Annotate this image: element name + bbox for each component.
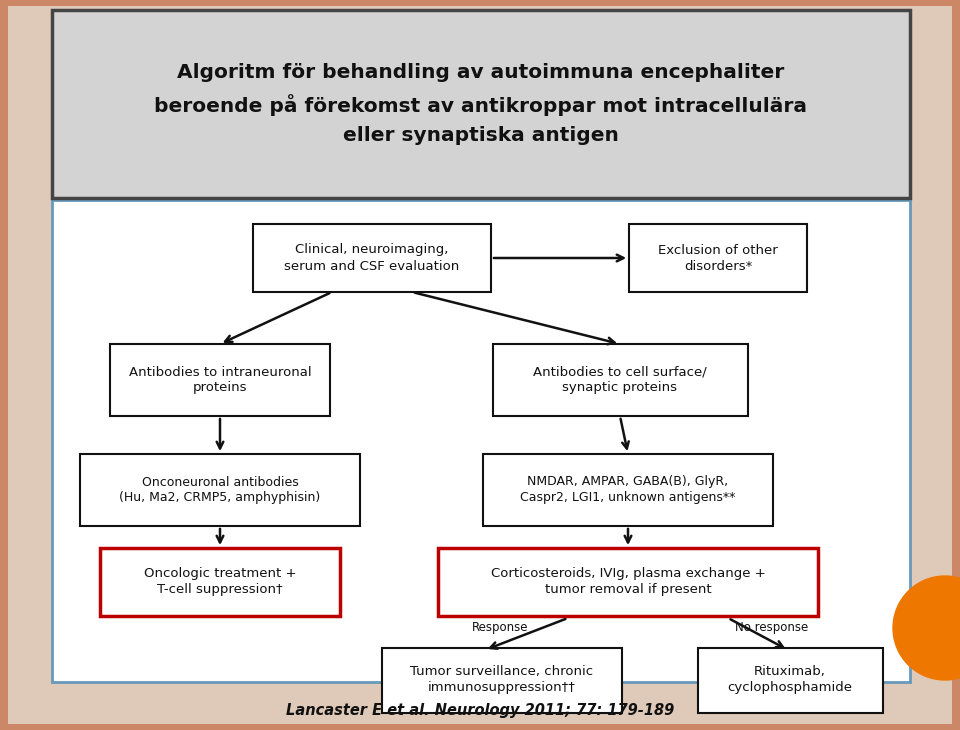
Bar [52,200,910,682]
Text: Lancaster E et al. Neurology 2011; 77: 179-189: Lancaster E et al. Neurology 2011; 77: 1… [286,702,674,718]
Bar [100,548,340,616]
Bar [80,454,360,526]
Text: Exclusion of other
disorders*: Exclusion of other disorders* [659,244,778,272]
Text: Clinical, neuroimaging,
serum and CSF evaluation: Clinical, neuroimaging, serum and CSF ev… [284,244,460,272]
Text: Antibodies to cell surface/
synaptic proteins: Antibodies to cell surface/ synaptic pro… [533,366,707,394]
Bar [629,224,807,292]
Bar [382,648,622,712]
Bar [0,724,960,730]
Text: Antibodies to intraneuronal
proteins: Antibodies to intraneuronal proteins [129,366,311,394]
Text: Corticosteroids, IVIg, plasma exchange +
tumor removal if present: Corticosteroids, IVIg, plasma exchange +… [491,567,765,596]
Text: Algoritm för behandling av autoimmuna encephaliter
beroende på förekomst av anti: Algoritm för behandling av autoimmuna en… [155,64,807,145]
Bar [438,548,818,616]
Bar [52,10,910,198]
Text: No response: No response [734,621,808,634]
Text: NMDAR, AMPAR, GABA(B), GlyR,
Caspr2, LGI1, unknown antigens**: NMDAR, AMPAR, GABA(B), GlyR, Caspr2, LGI… [520,475,735,504]
Text: Response: Response [471,621,528,634]
Text: Oncologic treatment +
T-cell suppression†: Oncologic treatment + T-cell suppression… [144,567,297,596]
Bar [253,224,491,292]
Circle shape [893,576,960,680]
Bar [492,344,748,416]
Bar [952,0,960,730]
Text: Onconeuronal antibodies
(Hu, Ma2, CRMP5, amphyphisin): Onconeuronal antibodies (Hu, Ma2, CRMP5,… [119,475,321,504]
Bar [698,648,882,712]
Bar [483,454,773,526]
Bar [0,0,8,730]
Text: Tumor surveillance, chronic
immunosuppression††: Tumor surveillance, chronic immunosuppre… [411,666,593,694]
Text: Rituximab,
cyclophosphamide: Rituximab, cyclophosphamide [728,666,852,694]
Bar [0,0,960,6]
Bar [110,344,330,416]
